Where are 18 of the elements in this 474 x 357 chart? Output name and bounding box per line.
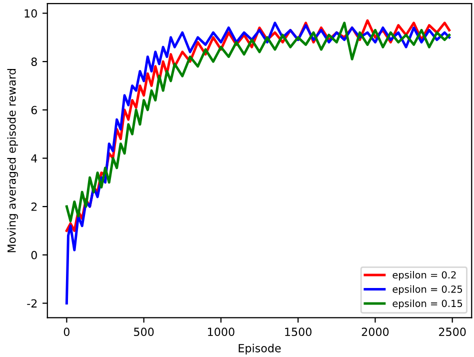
- x-tick-label: 1500: [285, 328, 312, 336]
- y-tick-label: -2: [27, 299, 37, 308]
- y-tick-label: 4: [31, 154, 38, 162]
- x-tick-label: 1000: [208, 328, 234, 336]
- legend-label: epsilon = 0.25: [392, 285, 462, 295]
- y-tick-label: 8: [31, 58, 37, 66]
- x-tick-label: 0: [64, 328, 70, 336]
- x-axis-title: Episode: [238, 344, 281, 355]
- y-tick-label: 2: [31, 202, 37, 211]
- y-tick-label: 6: [31, 106, 37, 114]
- y-axis-title: Moving averaged episode reward: [7, 69, 18, 252]
- x-tick-label: 2000: [362, 328, 389, 336]
- x-tick-label: 500: [134, 328, 154, 336]
- y-tick-label: 0: [31, 250, 37, 260]
- legend-label: epsilon = 0.15: [392, 300, 462, 309]
- y-tick-label: 10: [24, 9, 37, 18]
- legend-label: epsilon = 0.2: [392, 271, 456, 280]
- x-tick-label: 2500: [439, 328, 466, 336]
